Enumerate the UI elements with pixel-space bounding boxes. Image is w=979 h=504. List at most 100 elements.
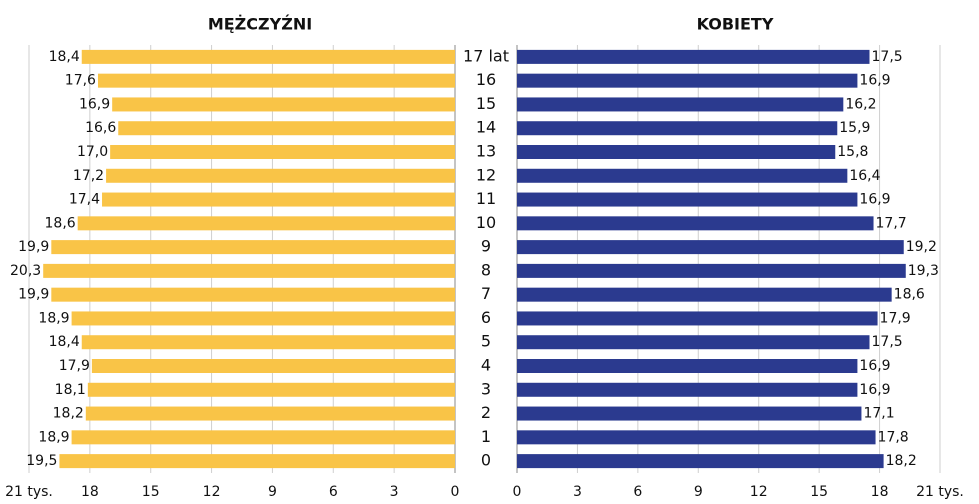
x-tick-label: 21 tys. (916, 484, 964, 500)
x-tick-label: 3 (390, 484, 399, 500)
value-label: 19,9 (18, 287, 49, 303)
x-tick-label: 9 (268, 484, 277, 500)
value-label: 18,4 (49, 49, 80, 65)
category-label: 17 lat (463, 46, 509, 65)
bar (102, 192, 456, 207)
value-label: 18,9 (38, 429, 69, 445)
value-label: 19,9 (18, 239, 49, 255)
value-label: 16,2 (845, 96, 876, 112)
value-label: 16,9 (859, 192, 890, 208)
bar (517, 335, 870, 350)
value-label: 16,9 (859, 382, 890, 398)
bar (51, 240, 456, 255)
bar (59, 454, 456, 469)
bar (517, 145, 836, 159)
bar (517, 168, 848, 183)
value-label: 16,9 (859, 73, 890, 89)
value-label: 17,0 (77, 144, 108, 160)
chart-title: KOBIETY (697, 15, 774, 34)
category-label: 5 (481, 332, 491, 351)
bar (517, 311, 878, 326)
bar (118, 121, 455, 136)
category-label: 11 (476, 189, 496, 208)
category-label: 4 (481, 356, 491, 375)
category-label: 0 (481, 451, 491, 470)
category-label: 12 (476, 165, 496, 184)
x-tick-label: 15 (142, 484, 160, 500)
value-label: 17,8 (878, 429, 909, 445)
bar (517, 216, 874, 231)
bar (517, 192, 858, 207)
bar (112, 97, 456, 112)
value-label: 18,2 (53, 406, 84, 422)
category-label: 14 (476, 118, 496, 137)
bar (91, 359, 455, 373)
value-label: 17,4 (69, 192, 100, 208)
value-label: 16,9 (859, 358, 890, 374)
bar (517, 240, 904, 255)
value-label: 16,9 (79, 96, 110, 112)
value-label: 18,4 (49, 334, 80, 350)
value-label: 17,1 (863, 406, 894, 422)
category-label: 10 (476, 213, 496, 232)
value-label: 18,6 (894, 287, 925, 303)
category-label: 2 (481, 403, 491, 422)
category-label: 7 (481, 284, 491, 303)
category-label: 9 (481, 237, 491, 256)
value-label: 18,2 (886, 453, 917, 469)
value-label: 20,3 (10, 263, 41, 279)
category-label: 16 (476, 70, 496, 89)
x-tick-label: 12 (203, 484, 221, 500)
value-label: 19,3 (908, 263, 939, 279)
bar (110, 145, 456, 159)
bar (517, 263, 906, 278)
bar (517, 121, 838, 136)
x-tick-label: 12 (750, 484, 768, 500)
bar (517, 430, 876, 445)
bar (517, 49, 870, 64)
value-label: 17,5 (872, 334, 903, 350)
value-label: 16,6 (85, 120, 116, 136)
category-label: 8 (481, 260, 491, 279)
value-label: 17,9 (880, 310, 911, 326)
value-label: 17,9 (59, 358, 90, 374)
bar (517, 97, 844, 112)
value-label: 19,5 (26, 453, 57, 469)
bar (77, 216, 455, 231)
bar (97, 73, 455, 88)
value-label: 17,7 (876, 215, 907, 231)
bar (85, 406, 456, 421)
category-label: 6 (481, 308, 491, 327)
category-label: 1 (481, 427, 491, 446)
value-label: 17,2 (73, 168, 104, 184)
x-tick-label: 9 (694, 484, 703, 500)
bar (106, 168, 455, 183)
x-tick-label: 0 (513, 484, 522, 500)
category-label: 3 (481, 379, 491, 398)
value-label: 18,1 (55, 382, 86, 398)
value-label: 17,5 (872, 49, 903, 65)
chart-title: MĘŻCZYŹNI (208, 15, 312, 34)
bar (71, 311, 455, 326)
bar (517, 454, 884, 469)
x-tick-label: 3 (573, 484, 582, 500)
value-label: 16,4 (849, 168, 880, 184)
bar (517, 359, 858, 373)
x-tick-label: 21 tys. (5, 484, 53, 500)
bar (517, 287, 892, 302)
value-label: 18,9 (38, 310, 69, 326)
x-tick-label: 6 (633, 484, 642, 500)
bar (43, 263, 455, 278)
x-tick-label: 18 (871, 484, 889, 500)
value-label: 15,9 (839, 120, 870, 136)
bar (81, 335, 455, 350)
bar (71, 430, 455, 445)
category-label: 13 (476, 142, 496, 161)
x-tick-label: 15 (810, 484, 828, 500)
bar (517, 73, 858, 88)
bar (81, 49, 455, 64)
value-label: 19,2 (906, 239, 937, 255)
bar (517, 382, 858, 397)
x-tick-label: 0 (451, 484, 460, 500)
